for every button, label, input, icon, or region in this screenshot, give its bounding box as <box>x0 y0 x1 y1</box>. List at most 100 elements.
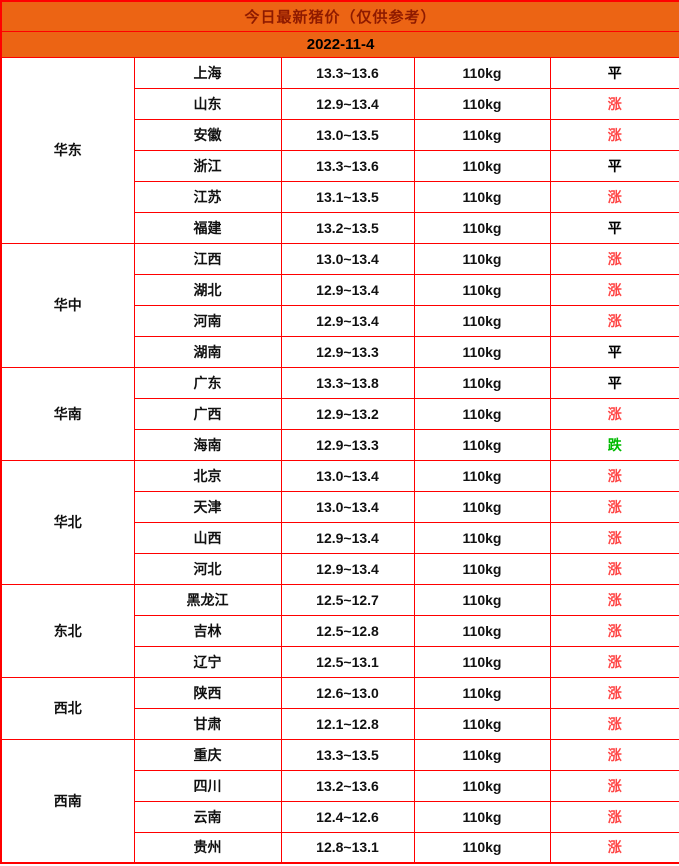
price-cell: 12.8~13.1 <box>280 831 415 864</box>
status-cell: 平 <box>549 335 679 368</box>
weight-cell: 110kg <box>413 521 551 554</box>
region-cell: 西南 <box>0 738 135 864</box>
region-cell: 西北 <box>0 676 135 740</box>
province-cell: 上海 <box>133 56 282 89</box>
region-cell: 华中 <box>0 242 135 368</box>
price-cell: 13.0~13.4 <box>280 490 415 523</box>
province-cell: 山东 <box>133 87 282 120</box>
status-cell: 涨 <box>549 800 679 833</box>
status-cell: 涨 <box>549 521 679 554</box>
province-cell: 广东 <box>133 366 282 399</box>
table-row: 四川 13.2~13.6 110kg 涨 <box>1 769 679 802</box>
price-cell: 12.9~13.3 <box>280 335 415 368</box>
province-cell: 四川 <box>133 769 282 802</box>
status-cell: 涨 <box>549 614 679 647</box>
weight-cell: 110kg <box>413 87 551 120</box>
table-title-row: 今日最新猪价（仅供参考） <box>0 0 679 32</box>
province-cell: 云南 <box>133 800 282 833</box>
weight-cell: 110kg <box>413 180 551 213</box>
status-cell: 涨 <box>549 738 679 771</box>
table-row: 吉林 12.5~12.8 110kg 涨 <box>1 614 679 647</box>
table-row: 西北 陕西 12.6~13.0 110kg 涨 <box>0 676 679 740</box>
table-row: 河南 12.9~13.4 110kg 涨 <box>1 304 679 337</box>
table-row: 华中 江西 13.0~13.4 110kg 涨 <box>0 242 679 368</box>
price-cell: 12.4~12.6 <box>280 800 415 833</box>
status-cell: 涨 <box>549 242 679 275</box>
table-row: 天津 13.0~13.4 110kg 涨 <box>1 490 679 523</box>
weight-cell: 110kg <box>413 490 551 523</box>
province-cell: 河南 <box>133 304 282 337</box>
weight-cell: 110kg <box>413 552 551 585</box>
status-cell: 涨 <box>549 397 679 430</box>
table-row: 西南 重庆 13.3~13.5 110kg 涨 <box>0 738 679 864</box>
province-cell: 贵州 <box>133 831 282 864</box>
status-cell: 涨 <box>549 676 679 709</box>
status-cell: 涨 <box>549 583 679 616</box>
status-cell: 平 <box>549 56 679 89</box>
weight-cell: 110kg <box>413 738 551 771</box>
province-cell: 天津 <box>133 490 282 523</box>
weight-cell: 110kg <box>413 397 551 430</box>
province-cell: 黑龙江 <box>133 583 282 616</box>
province-cell: 海南 <box>133 428 282 461</box>
price-table-body: 华东 上海 13.3~13.6 110kg 平山东 12.9~13.4 110kg 涨安徽 13… <box>0 56 679 864</box>
table-row: 江苏 13.1~13.5 110kg 涨 <box>1 180 679 213</box>
status-cell: 跌 <box>549 428 679 461</box>
table-row: 福建 13.2~13.5 110kg 平 <box>1 211 679 244</box>
weight-cell: 110kg <box>413 56 551 89</box>
table-date-row: 2022-11-4 <box>0 30 679 58</box>
table-row: 华南 广东 13.3~13.8 110kg 平 <box>0 366 679 461</box>
table-row: 河北 12.9~13.4 110kg 涨 <box>1 552 679 585</box>
weight-cell: 110kg <box>413 583 551 616</box>
status-cell: 涨 <box>549 831 679 864</box>
province-cell: 浙江 <box>133 149 282 182</box>
price-cell: 12.5~12.8 <box>280 614 415 647</box>
table-row: 云南 12.4~12.6 110kg 涨 <box>1 800 679 833</box>
status-cell: 涨 <box>549 645 679 678</box>
region-cell: 华东 <box>0 56 135 244</box>
status-cell: 涨 <box>549 552 679 585</box>
region-cell: 东北 <box>0 583 135 678</box>
province-cell: 陕西 <box>133 676 282 709</box>
table-row: 海南 12.9~13.3 110kg 跌 <box>1 428 679 461</box>
province-cell: 吉林 <box>133 614 282 647</box>
province-cell: 山西 <box>133 521 282 554</box>
province-cell: 江西 <box>133 242 282 275</box>
province-cell: 重庆 <box>133 738 282 771</box>
table-row: 贵州 12.8~13.1 110kg 涨 <box>1 831 679 864</box>
weight-cell: 110kg <box>413 273 551 306</box>
price-cell: 13.2~13.6 <box>280 769 415 802</box>
weight-cell: 110kg <box>413 149 551 182</box>
price-cell: 12.5~13.1 <box>280 645 415 678</box>
province-cell: 江苏 <box>133 180 282 213</box>
price-cell: 12.9~13.4 <box>280 521 415 554</box>
region-cell: 华北 <box>0 459 135 585</box>
weight-cell: 110kg <box>413 335 551 368</box>
table-row: 辽宁 12.5~13.1 110kg 涨 <box>1 645 679 678</box>
status-cell: 涨 <box>549 273 679 306</box>
weight-cell: 110kg <box>413 366 551 399</box>
status-cell: 涨 <box>549 459 679 492</box>
price-cell: 12.5~12.7 <box>280 583 415 616</box>
table-row: 东北 黑龙江 12.5~12.7 110kg 涨 <box>0 583 679 678</box>
price-cell: 13.3~13.8 <box>280 366 415 399</box>
province-cell: 辽宁 <box>133 645 282 678</box>
weight-cell: 110kg <box>413 118 551 151</box>
price-cell: 13.0~13.4 <box>280 242 415 275</box>
price-cell: 12.9~13.4 <box>280 87 415 120</box>
table-row: 山西 12.9~13.4 110kg 涨 <box>1 521 679 554</box>
province-cell: 北京 <box>133 459 282 492</box>
weight-cell: 110kg <box>413 211 551 244</box>
price-cell: 12.9~13.4 <box>280 304 415 337</box>
table-row: 华北 北京 13.0~13.4 110kg 涨 <box>0 459 679 585</box>
status-cell: 涨 <box>549 707 679 740</box>
page-title: 今日最新猪价（仅供参考） <box>0 0 679 32</box>
province-cell: 甘肃 <box>133 707 282 740</box>
status-cell: 涨 <box>549 304 679 337</box>
province-cell: 广西 <box>133 397 282 430</box>
province-cell: 福建 <box>133 211 282 244</box>
status-cell: 平 <box>549 366 679 399</box>
price-cell: 12.6~13.0 <box>280 676 415 709</box>
table-row: 湖南 12.9~13.3 110kg 平 <box>1 335 679 368</box>
